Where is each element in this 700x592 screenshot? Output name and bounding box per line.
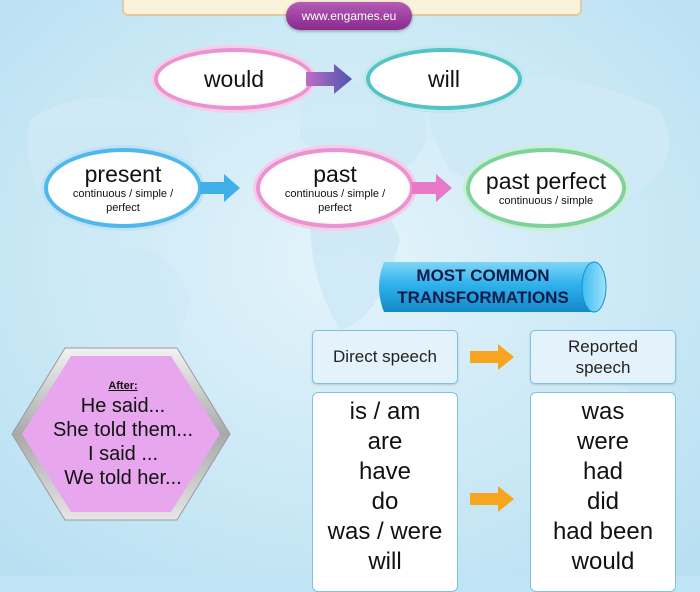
direct-item: was / were (327, 518, 443, 545)
would-oval: would (154, 48, 314, 110)
direct-speech-header: Direct speech (312, 330, 458, 384)
section-title-line-2: TRANSFORMATIONS (397, 288, 569, 307)
past-perfect-oval: past perfect continuous / simple (466, 148, 626, 228)
direct-item: do (371, 488, 399, 515)
would-label: would (203, 66, 265, 92)
direct-speech-panel: is / am are have do was / were will (312, 392, 458, 592)
past-sublabel: continuous / simple / perfect (284, 188, 386, 214)
section-title-line-1: MOST COMMON (416, 266, 550, 285)
reported-item: was (581, 398, 625, 425)
present-label: present (84, 161, 162, 187)
after-line: He said... (80, 394, 166, 417)
past-oval: past continuous / simple / perfect (256, 148, 414, 228)
direct-item: are (367, 428, 403, 455)
direct-item: is / am (349, 398, 421, 425)
arrow-right-icon (470, 344, 514, 370)
arrow-right-icon (470, 486, 514, 512)
section-title-cylinder: MOST COMMON TRANSFORMATIONS (372, 260, 612, 314)
after-heading: After: (108, 379, 138, 392)
reported-speech-label: Reported speech (568, 337, 638, 377)
reported-item: did (586, 488, 620, 515)
arrow-right-icon (412, 174, 452, 202)
after-hexagon-content: After: He said... She told them... I sai… (30, 376, 216, 492)
will-oval: will (366, 48, 522, 110)
past-label: past (313, 161, 357, 187)
reported-item: had (582, 458, 624, 485)
direct-item: will (368, 548, 402, 575)
past-perfect-label: past perfect (485, 168, 607, 194)
after-hexagon (11, 347, 231, 521)
site-url-badge[interactable]: www.engames.eu (286, 2, 412, 30)
present-sublabel: continuous / simple / perfect (72, 188, 174, 214)
reported-speech-panel: was were had did had been would (530, 392, 676, 592)
arrow-right-icon (200, 174, 240, 202)
present-oval: present continuous / simple / perfect (44, 148, 202, 228)
reported-item: were (576, 428, 630, 455)
direct-item: have (358, 458, 412, 485)
after-line: She told them... (52, 418, 194, 441)
will-label: will (428, 66, 460, 92)
after-line: We told her... (64, 466, 182, 489)
reported-item: would (571, 548, 635, 575)
arrow-right-icon (306, 64, 352, 94)
direct-speech-label: Direct speech (333, 347, 437, 366)
past-perfect-sublabel: continuous / simple (498, 195, 594, 207)
reported-speech-header: Reported speech (530, 330, 676, 384)
after-line: I said ... (87, 442, 159, 465)
reported-item: had been (552, 518, 654, 545)
